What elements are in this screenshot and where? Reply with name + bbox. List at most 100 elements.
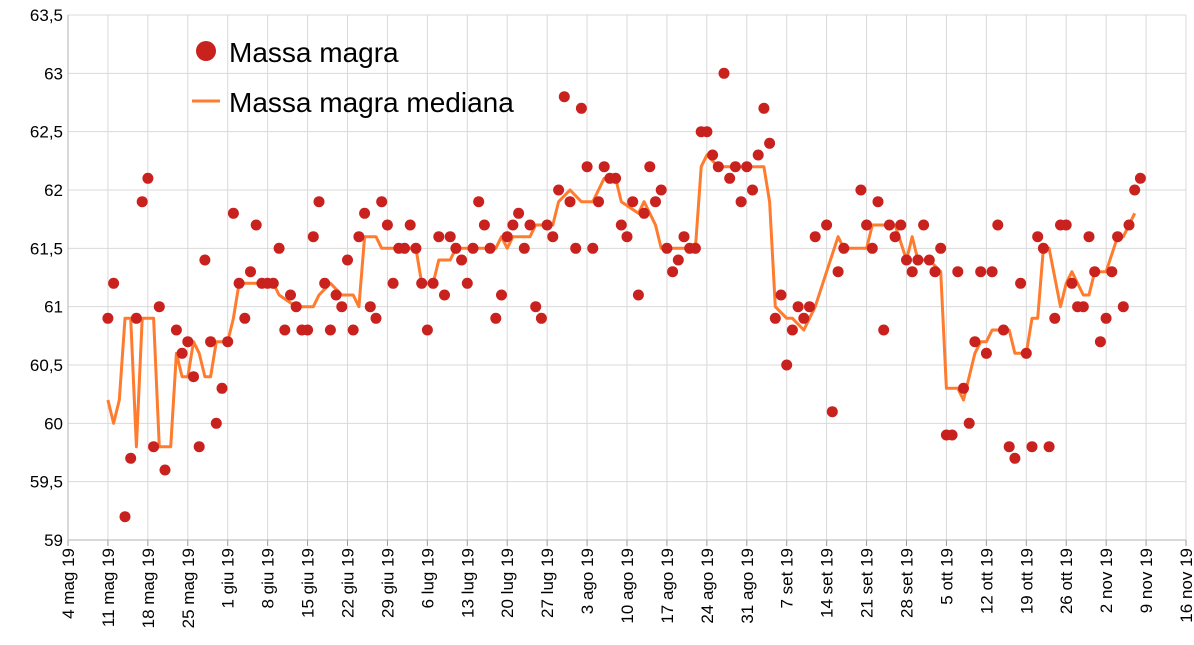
x-tick-label: 6 lug 19 xyxy=(418,548,437,609)
scatter-point xyxy=(507,219,519,231)
scatter-point xyxy=(821,219,833,231)
legend: Massa magra Massa magra mediana xyxy=(192,37,514,118)
scatter-point xyxy=(547,231,559,243)
scatter-point xyxy=(450,242,462,254)
scatter-point xyxy=(712,161,724,173)
scatter-point xyxy=(473,196,485,208)
scatter-point xyxy=(467,242,479,254)
scatter-point xyxy=(627,196,639,208)
scatter-point xyxy=(581,161,593,173)
x-tick-label: 15 giu 19 xyxy=(299,548,318,618)
x-tick-label: 2 nov 19 xyxy=(1097,548,1116,613)
grid-layer xyxy=(67,14,1187,546)
scatter-point xyxy=(404,219,416,231)
scatter-point xyxy=(764,137,776,149)
x-tick-label: 12 ott 19 xyxy=(977,548,996,614)
scatter-point xyxy=(781,359,793,371)
scatter-point xyxy=(205,336,217,348)
scatter-point xyxy=(1134,172,1146,184)
x-tick-label: 4 mag 19 xyxy=(59,548,78,619)
scatter-point xyxy=(410,242,422,254)
scatter-point xyxy=(678,231,690,243)
scatter-point xyxy=(946,429,958,441)
scatter-point xyxy=(119,511,131,523)
y-tick-label: 63,5 xyxy=(30,6,63,25)
scatter-point xyxy=(615,219,627,231)
scatter-point xyxy=(153,301,165,313)
scatter-point xyxy=(918,219,930,231)
scatter-point xyxy=(775,289,787,301)
y-axis-ticks: 59 59,5 60 60,5 61 61,5 62 62,5 63 63,5 xyxy=(30,6,63,550)
scatter-point xyxy=(729,161,741,173)
scatter-point xyxy=(387,277,399,289)
scatter-point xyxy=(501,231,513,243)
y-tick-label: 61 xyxy=(44,298,63,317)
scatter-point xyxy=(889,231,901,243)
scatter-point xyxy=(963,417,975,429)
scatter-point xyxy=(193,441,205,453)
scatter-point xyxy=(1015,277,1027,289)
scatter-point xyxy=(1020,347,1032,359)
scatter-point xyxy=(969,336,981,348)
scatter-point xyxy=(878,324,890,336)
scatter-point xyxy=(176,347,188,359)
scatter-point xyxy=(478,219,490,231)
scatter-point xyxy=(518,242,530,254)
y-tick-label: 61,5 xyxy=(30,239,63,258)
scatter-point xyxy=(866,242,878,254)
scatter-point xyxy=(952,266,964,278)
scatter-point xyxy=(553,184,565,196)
x-axis-ticks: 4 mag 19 11 mag 19 18 mag 19 25 mag 19 1 giu… xyxy=(59,548,1194,628)
x-tick-label: 5 ott 19 xyxy=(937,548,956,605)
scatter-point xyxy=(125,452,137,464)
x-tick-label: 25 mag 19 xyxy=(179,548,198,628)
scatter-point xyxy=(809,231,821,243)
scatter-point xyxy=(564,196,576,208)
scatter-point xyxy=(313,196,325,208)
scatter-point xyxy=(433,231,445,243)
scatter-point xyxy=(1117,301,1129,313)
scatter-point xyxy=(307,231,319,243)
scatter-point xyxy=(587,242,599,254)
scatter-point xyxy=(461,277,473,289)
scatter-point xyxy=(724,172,736,184)
scatter-point xyxy=(222,336,234,348)
y-tick-label: 62 xyxy=(44,181,63,200)
scatter-point xyxy=(250,219,262,231)
scatter-point xyxy=(929,266,941,278)
y-tick-label: 60 xyxy=(44,414,63,433)
scatter-point xyxy=(210,417,222,429)
y-tick-label: 59 xyxy=(44,531,63,550)
x-tick-label: 26 ott 19 xyxy=(1057,548,1076,614)
scatter-point xyxy=(1123,219,1135,231)
scatter-point xyxy=(1043,441,1055,453)
scatter-point xyxy=(324,324,336,336)
scatter-point xyxy=(786,324,798,336)
scatter-point xyxy=(838,242,850,254)
scatter-point xyxy=(747,184,758,196)
x-tick-label: 14 set 19 xyxy=(818,548,837,618)
scatter-point xyxy=(1083,231,1095,243)
scatter-point xyxy=(330,289,342,301)
scatter-point xyxy=(239,312,251,324)
y-tick-label: 63 xyxy=(44,64,63,83)
scatter-point xyxy=(575,102,587,114)
x-tick-label: 28 set 19 xyxy=(898,548,917,618)
scatter-point xyxy=(353,231,365,243)
scatter-point xyxy=(416,277,428,289)
scatter-point xyxy=(1129,184,1141,196)
scatter-point xyxy=(347,324,359,336)
scatter-point xyxy=(496,289,507,301)
scatter-point xyxy=(188,371,199,383)
x-tick-label: 27 lug 19 xyxy=(538,548,557,618)
scatter-point xyxy=(570,242,582,254)
scatter-point xyxy=(199,254,211,266)
scatter-point xyxy=(427,277,439,289)
scatter-point xyxy=(1089,266,1101,278)
legend-label-line: Massa magra mediana xyxy=(229,87,514,118)
scatter-point xyxy=(490,312,502,324)
scatter-point xyxy=(279,324,291,336)
scatter-point xyxy=(513,207,525,219)
